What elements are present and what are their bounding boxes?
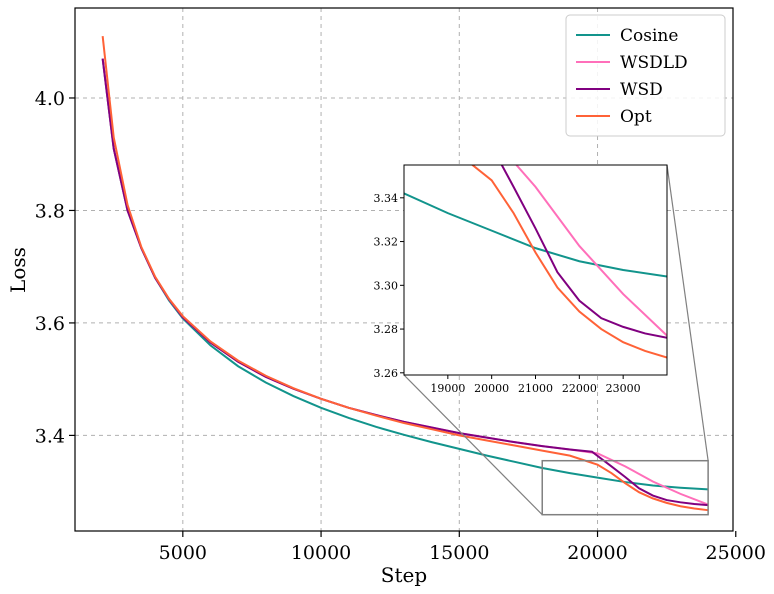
inset-x-tick-label: 21000 [518, 382, 553, 395]
x-axis-ticks: 5000 10000 15000 20000 25000 [159, 531, 766, 564]
main-series-group [101, 36, 709, 512]
inset-line-wsd [500, 165, 667, 339]
inset-y-tick-label: 3.28 [374, 323, 399, 336]
inset-x-ticks: 19000 20000 21000 22000 23000 [430, 375, 641, 395]
inset-series-group [404, 165, 667, 359]
legend-label-wsd: WSD [620, 80, 663, 100]
legend: Cosine WSDLD WSD Opt [565, 14, 726, 137]
series-line-opt [101, 36, 709, 512]
y-tick-label: 3.8 [35, 200, 65, 222]
inset-line-opt [470, 165, 667, 359]
zoom-connector-line [403, 374, 543, 516]
legend-item-wsdld: WSDLD [576, 53, 688, 73]
x-tick-label: 10000 [291, 542, 351, 564]
inset-x-tick-label: 20000 [474, 382, 509, 395]
legend-item-cosine: Cosine [576, 26, 678, 46]
y-tick-label: 3.6 [35, 313, 65, 335]
zoom-inset: 19000 20000 21000 22000 23000 3.263.283.303.… [374, 164, 668, 395]
inset-y-tick-label: 3.30 [374, 279, 399, 292]
x-tick-label: 20000 [567, 542, 627, 564]
inset-x-tick-label: 22000 [562, 382, 597, 395]
x-axis-label: Step [381, 563, 427, 587]
legend-label-wsdld: WSDLD [620, 53, 688, 73]
inset-y-tick-label: 3.34 [374, 192, 399, 205]
x-tick-label: 5000 [159, 542, 207, 564]
y-tick-label: 4.0 [35, 88, 65, 110]
inset-line-cosine [404, 192, 667, 278]
y-tick-label: 3.4 [35, 425, 65, 447]
legend-label-cosine: Cosine [620, 26, 678, 46]
inset-x-tick-label: 19000 [430, 382, 465, 395]
x-tick-label: 15000 [429, 542, 489, 564]
zoom-region-box [541, 459, 709, 516]
plot-frame [74, 7, 734, 532]
y-axis-label: Loss [6, 247, 30, 293]
y-axis-ticks: 3.4 3.6 3.8 4.0 [35, 88, 75, 447]
legend-item-opt: Opt [576, 107, 652, 127]
inset-y-tick-label: 3.32 [374, 236, 399, 249]
legend-box [565, 14, 726, 137]
inset-y-tick-label: 3.26 [374, 367, 399, 380]
inset-x-tick-label: 23000 [606, 382, 641, 395]
legend-label-opt: Opt [620, 107, 652, 127]
inset-y-ticks: 3.26 3.28 3.30 3.32 3.34 [374, 192, 404, 380]
x-tick-label: 25000 [706, 542, 766, 564]
legend-item-wsd: WSD [576, 80, 663, 100]
zoom-connector-line [666, 164, 709, 461]
